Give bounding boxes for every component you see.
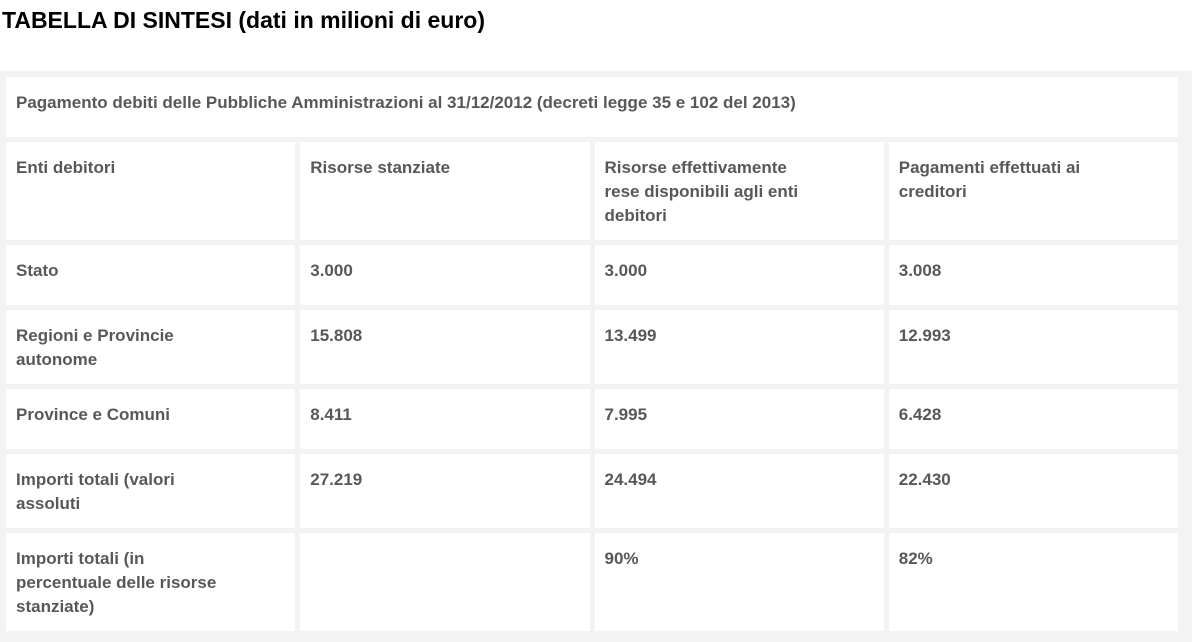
row-label: Importi totali (valori assoluti xyxy=(6,454,296,528)
table-caption: Pagamento debiti delle Pubbliche Amminis… xyxy=(6,77,1178,137)
value-cell: 24.494 xyxy=(594,454,884,528)
column-header-enti-debitori: Enti debitori xyxy=(6,142,296,240)
page-title: TABELLA DI SINTESI (dati in milioni di e… xyxy=(2,7,485,33)
summary-table: Pagamento debiti delle Pubbliche Amminis… xyxy=(1,72,1183,636)
row-label: Province e Comuni xyxy=(6,389,296,449)
column-header-pagamenti-effettuati: Pagamenti effettuati ai creditori xyxy=(888,142,1178,240)
value-cell: 27.219 xyxy=(300,454,590,528)
value-cell: 6.428 xyxy=(888,389,1178,449)
summary-table-container: Pagamento debiti delle Pubbliche Amminis… xyxy=(0,71,1192,642)
table-row-regioni: Regioni e Provincie autonome 15.808 13.4… xyxy=(6,310,1178,384)
table-row-importi-totali-assoluti: Importi totali (valori assoluti 27.219 2… xyxy=(6,454,1178,528)
value-cell xyxy=(300,533,590,631)
row-label: Regioni e Provincie autonome xyxy=(6,310,296,384)
value-cell: 3.000 xyxy=(300,245,590,305)
table-row-stato: Stato 3.000 3.000 3.008 xyxy=(6,245,1178,305)
table-header-row: Enti debitori Risorse stanziate Risorse … xyxy=(6,142,1178,240)
value-cell: 22.430 xyxy=(888,454,1178,528)
column-header-risorse-rese-disponibili: Risorse effettivamente rese disponibili … xyxy=(594,142,884,240)
table-row-province: Province e Comuni 8.411 7.995 6.428 xyxy=(6,389,1178,449)
row-label: Stato xyxy=(6,245,296,305)
table-caption-row: Pagamento debiti delle Pubbliche Amminis… xyxy=(6,77,1178,137)
column-header-risorse-stanziate: Risorse stanziate xyxy=(300,142,590,240)
value-cell: 7.995 xyxy=(594,389,884,449)
value-cell: 82% xyxy=(888,533,1178,631)
value-cell: 3.008 xyxy=(888,245,1178,305)
value-cell: 12.993 xyxy=(888,310,1178,384)
value-cell: 8.411 xyxy=(300,389,590,449)
value-cell: 15.808 xyxy=(300,310,590,384)
table-row-importi-totali-percentuale: Importi totali (in percentuale delle ris… xyxy=(6,533,1178,631)
value-cell: 90% xyxy=(594,533,884,631)
value-cell: 13.499 xyxy=(594,310,884,384)
value-cell: 3.000 xyxy=(594,245,884,305)
row-label: Importi totali (in percentuale delle ris… xyxy=(6,533,296,631)
